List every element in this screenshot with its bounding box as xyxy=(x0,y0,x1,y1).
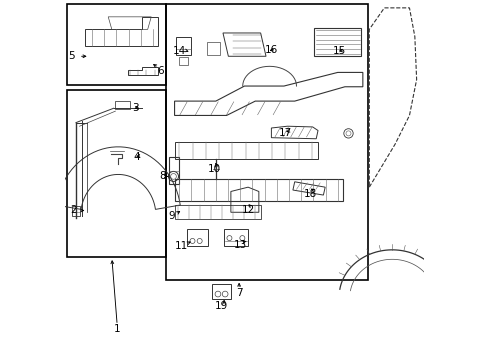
Text: 17: 17 xyxy=(279,128,292,138)
Text: 7: 7 xyxy=(235,288,242,298)
Bar xyxy=(223,229,247,246)
Text: 3: 3 xyxy=(132,103,138,113)
Text: 16: 16 xyxy=(264,45,278,55)
Text: 5: 5 xyxy=(68,51,75,61)
Text: 8: 8 xyxy=(159,171,166,181)
Bar xyxy=(206,41,220,55)
Bar xyxy=(67,4,165,85)
Text: 10: 10 xyxy=(207,164,220,174)
Text: 18: 18 xyxy=(304,189,317,199)
Bar xyxy=(72,206,80,216)
Bar xyxy=(166,4,367,280)
Bar xyxy=(174,205,260,219)
Bar xyxy=(67,90,165,257)
Text: 14: 14 xyxy=(172,46,185,56)
Text: 19: 19 xyxy=(214,301,227,311)
Bar xyxy=(179,57,188,65)
Text: 13: 13 xyxy=(234,240,247,250)
Text: 9: 9 xyxy=(168,211,175,221)
Bar xyxy=(176,37,191,55)
Text: 12: 12 xyxy=(241,206,254,216)
Bar xyxy=(187,229,207,246)
Text: 2: 2 xyxy=(70,206,76,216)
Text: 4: 4 xyxy=(133,152,140,162)
Text: 15: 15 xyxy=(332,46,346,56)
Text: 1: 1 xyxy=(114,324,120,334)
Bar xyxy=(174,179,343,201)
Text: 6: 6 xyxy=(157,66,163,76)
Bar xyxy=(169,157,178,184)
Bar xyxy=(115,101,129,109)
Bar xyxy=(314,28,360,56)
Text: 11: 11 xyxy=(175,241,188,251)
Bar xyxy=(212,284,230,299)
Bar xyxy=(174,142,317,159)
